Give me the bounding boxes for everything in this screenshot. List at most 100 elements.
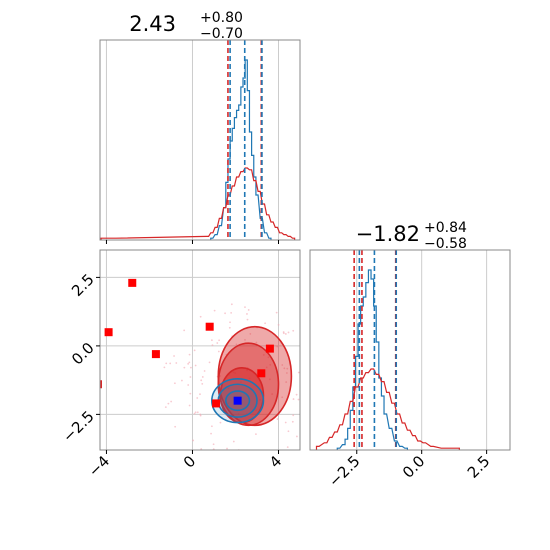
sample-point — [189, 392, 192, 395]
sample-point — [228, 326, 231, 329]
sample-point — [230, 311, 233, 314]
sample-point — [281, 364, 284, 366]
sample-point — [249, 333, 252, 335]
red-marker — [104, 328, 113, 337]
x-tick-label: −2.5 — [325, 452, 363, 490]
red-marker — [151, 350, 160, 359]
red-marker — [257, 369, 266, 378]
sample-point — [286, 367, 289, 370]
title-value: −1.82 — [356, 222, 420, 246]
sample-point — [200, 448, 203, 450]
title-lower-error: −0.70 — [200, 26, 243, 42]
sample-point — [212, 443, 215, 446]
sample-point — [183, 329, 186, 332]
sample-point — [183, 366, 186, 369]
sample-point — [268, 378, 271, 381]
sample-point — [255, 450, 257, 452]
sample-point — [208, 361, 211, 364]
scatter-panel: −4 0 4 −2.5 0.0 2.5 — [59, 249, 303, 480]
sample-point — [291, 420, 294, 423]
sample-point — [281, 396, 284, 399]
sample-point — [275, 311, 278, 314]
sample-point — [285, 381, 288, 383]
sample-point — [187, 384, 190, 386]
sample-point — [283, 367, 286, 370]
histogram-step — [336, 269, 409, 450]
title-upper-error: +0.84 — [424, 220, 467, 236]
sample-point — [193, 349, 196, 352]
sample-point — [163, 366, 166, 369]
sample-point — [165, 362, 168, 365]
sample-point — [190, 366, 192, 369]
sample-point — [244, 338, 246, 341]
sample-point — [287, 430, 290, 433]
sample-point — [285, 372, 288, 374]
sample-point — [235, 343, 238, 346]
histogram-panel-param2: −2.5 0.0 2.5 −1.82 +0.84 −0.58 — [309, 220, 511, 491]
sample-point — [170, 400, 173, 403]
scatter-markers — [100, 278, 274, 408]
sample-point — [286, 446, 289, 448]
sample-point — [247, 309, 250, 311]
sample-point — [200, 379, 203, 382]
sample-point — [188, 361, 191, 364]
sample-point — [164, 406, 167, 409]
sample-point — [239, 456, 241, 458]
sample-point — [269, 363, 272, 366]
histogram-series — [315, 269, 460, 450]
sample-point — [175, 362, 178, 364]
sample-point — [219, 421, 222, 424]
sample-point — [194, 364, 197, 367]
sample-point — [229, 321, 231, 324]
sample-point — [301, 357, 303, 359]
histogram-frame — [309, 249, 511, 451]
histogram-step — [100, 167, 296, 240]
sample-point — [292, 398, 295, 400]
sample-point — [276, 345, 279, 348]
sample-point — [271, 393, 274, 395]
sample-point — [282, 332, 285, 335]
red-marker — [212, 399, 221, 408]
sample-point — [284, 333, 287, 335]
histogram-grid — [105, 40, 279, 240]
sample-point — [277, 323, 280, 326]
title-lower-error: −0.58 — [424, 236, 467, 252]
quantile-lines — [353, 250, 398, 450]
sample-point — [188, 404, 191, 407]
sample-point — [276, 418, 279, 420]
sample-point — [211, 344, 214, 347]
sample-point — [256, 460, 258, 462]
x-tick-label: −4 — [85, 452, 113, 480]
histogram-grid — [356, 250, 488, 450]
sample-point — [246, 318, 249, 321]
sample-point — [194, 411, 197, 414]
sample-point — [265, 366, 268, 369]
sample-point — [230, 303, 233, 306]
red-marker — [205, 322, 214, 331]
y-tick-label: 2.5 — [68, 270, 98, 300]
histogram-frame — [99, 39, 301, 241]
histogram-step — [315, 368, 460, 450]
x-tick-label: 0 — [180, 452, 199, 471]
y-tick-label: −2.5 — [59, 407, 97, 445]
sample-point — [224, 312, 226, 315]
sample-point — [201, 376, 204, 378]
histogram-series — [100, 59, 296, 240]
sample-point — [199, 413, 202, 416]
sample-point — [267, 356, 270, 359]
sample-point — [203, 370, 206, 372]
sample-point — [167, 402, 170, 405]
sample-point — [169, 362, 172, 365]
sample-point — [292, 329, 295, 332]
red-marker — [265, 344, 274, 353]
sample-point — [196, 411, 199, 414]
sample-point — [218, 339, 221, 342]
edge-marker — [100, 380, 102, 389]
sample-point — [174, 425, 177, 428]
sample-point — [232, 440, 235, 443]
title-upper-error: +0.80 — [200, 10, 243, 26]
sample-point — [210, 432, 212, 435]
x-tick-label: 4 — [266, 452, 285, 471]
sample-point — [196, 397, 199, 399]
